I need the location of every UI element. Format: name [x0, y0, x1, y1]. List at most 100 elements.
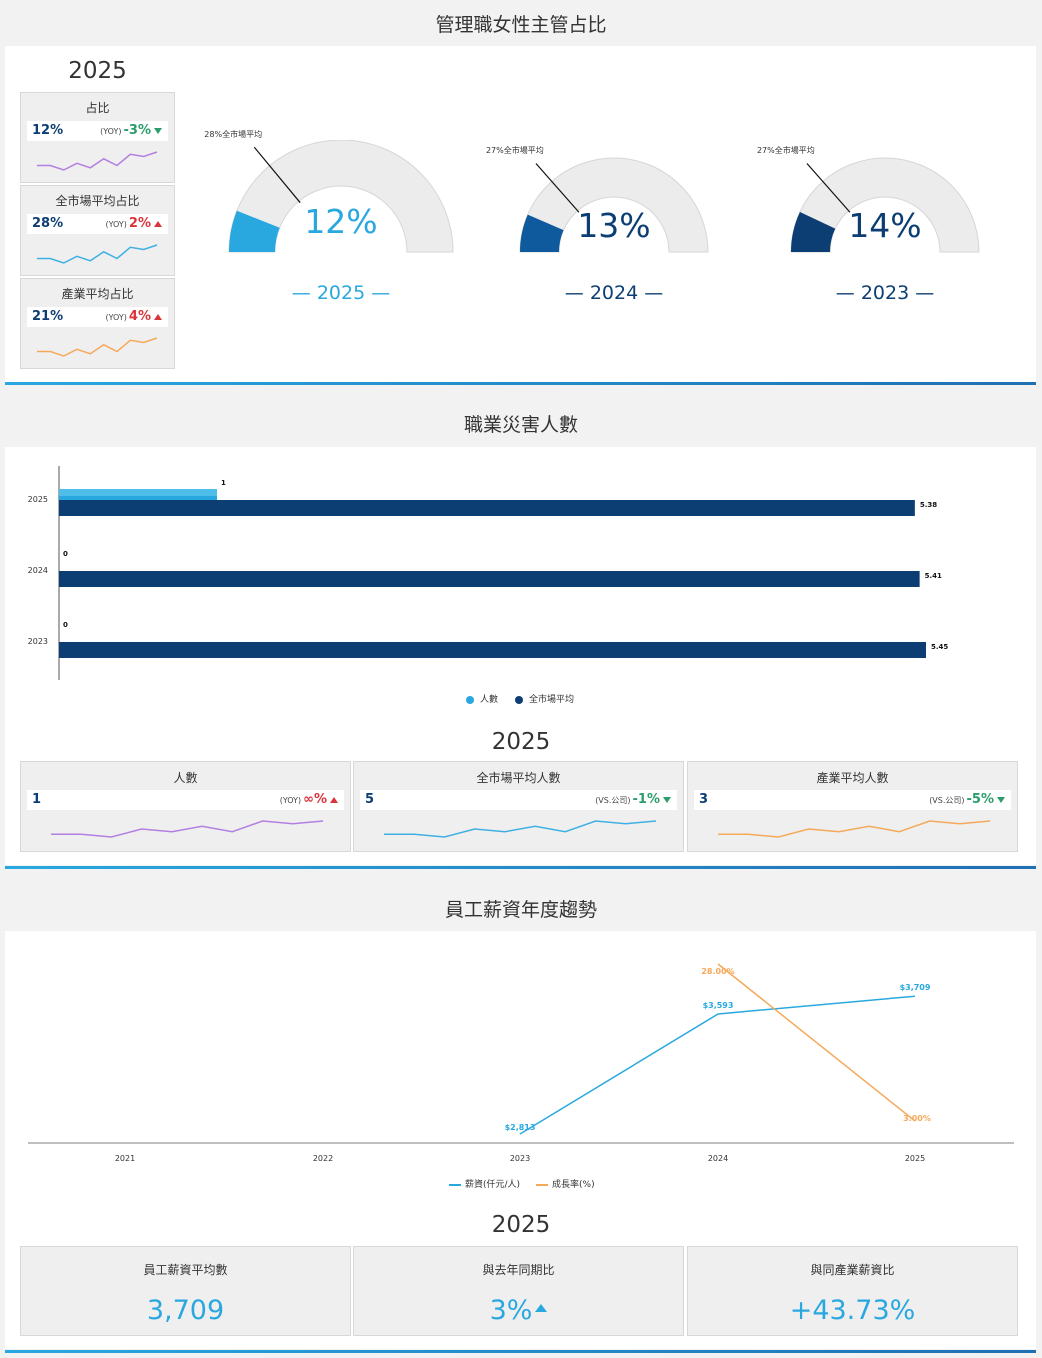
- stat-compare-label: (YOY): [279, 796, 302, 805]
- stat-card[interactable]: 全市場平均人數 5 (VS.公司) -1%: [353, 761, 684, 852]
- kpi-compare-value: 2%: [128, 216, 151, 231]
- stat-title: 人數: [173, 771, 198, 785]
- triangle-down-icon: [154, 127, 162, 134]
- bar-market-label: 5.38: [920, 501, 937, 509]
- bar-chart: 2025 1 5.38 2024 0 5.41 2023 0 5.45: [28, 466, 948, 680]
- section3-year: 2025: [491, 1212, 551, 1238]
- stat-value: 3: [699, 792, 709, 807]
- stat-card[interactable]: 人數 1 (YOY) ∞%: [20, 761, 351, 852]
- kpi-card[interactable]: 全市場平均占比 28% (YOY) 2%: [20, 185, 175, 276]
- stat-card[interactable]: 產業平均人數 3 (VS.公司) -5%: [687, 761, 1018, 852]
- gauge-fill[interactable]: [229, 210, 280, 252]
- line-x-tick-label: 2024: [708, 1154, 728, 1163]
- bar-count-label: 0: [63, 550, 68, 558]
- gauge-market-marker: [806, 163, 851, 213]
- bar-category-label: 2023: [28, 637, 48, 646]
- bar-market-label: 5.45: [931, 643, 948, 651]
- section2-year: 2025: [491, 729, 551, 755]
- gauge-value: 13%: [577, 206, 651, 245]
- triangle-up-icon: [535, 1303, 548, 1312]
- bar-market[interactable]: [59, 642, 926, 658]
- kpi-compare-label: (YOY): [105, 313, 127, 322]
- legend-label-count: 人數: [480, 695, 499, 705]
- legend-item-count[interactable]: 人數: [466, 692, 498, 705]
- salary-stat-value-text: 3,709: [146, 1295, 225, 1326]
- legend-line-salary: [449, 1183, 461, 1186]
- line-x-tick-label: 2021: [115, 1154, 135, 1163]
- salary-stat-title: 員工薪資平均數: [143, 1263, 228, 1277]
- gauge-market-label: 27%全市場平均: [485, 146, 544, 156]
- kpi-value: 12%: [32, 123, 64, 138]
- legend-item-growth[interactable]: 成長率(%): [536, 1177, 595, 1190]
- bar-market[interactable]: [59, 571, 920, 587]
- kpi-card[interactable]: 產業平均占比 21% (YOY) 4%: [20, 278, 175, 369]
- kpi-card[interactable]: 占比 12% (YOY) -3%: [20, 92, 175, 183]
- salary-stat-card[interactable]: 員工薪資平均數 3,709: [20, 1246, 351, 1336]
- gauge-market-label: 27%全市場平均: [756, 146, 815, 156]
- stat-value: 1: [32, 792, 42, 807]
- stat-compare: (VS.公司) -5%: [929, 792, 1005, 807]
- stat-value-row: 3 (VS.公司) -5%: [694, 790, 1011, 810]
- bar-market[interactable]: [59, 500, 915, 516]
- bar-category-label: 2025: [28, 495, 48, 504]
- bar-count-label: 1: [221, 479, 226, 487]
- gauge-fill[interactable]: [520, 214, 564, 252]
- salary-stat-value-text: +43.73%: [789, 1295, 916, 1326]
- gauge-year-label: — 2025 —: [291, 282, 391, 304]
- stat-sparkline: [51, 820, 324, 838]
- stat-value: 5: [365, 792, 375, 807]
- kpi-compare: (YOY) 2%: [105, 216, 162, 231]
- kpi-compare-value: 4%: [128, 309, 151, 324]
- legend-item-salary[interactable]: 薪資(仟元/人): [449, 1177, 520, 1190]
- legend-label-market: 全市場平均: [529, 695, 575, 705]
- section1-title: 管理職女性主管占比: [435, 14, 607, 36]
- gauge-track: [228, 140, 454, 253]
- gauge-fill[interactable]: [791, 211, 836, 252]
- gauge-track: [519, 157, 709, 253]
- stat-sparkline-line: [718, 820, 991, 838]
- kpi-compare-value: -3%: [123, 123, 151, 138]
- stat-compare-value: -5%: [966, 792, 994, 807]
- triangle-up-icon: [154, 313, 162, 320]
- salary-stat-value: +43.73%: [688, 1295, 1017, 1326]
- gauge-market-label: 28%全市場平均: [204, 130, 263, 140]
- kpi-sparkline: [37, 151, 158, 171]
- section2-title: 職業災害人數: [463, 414, 578, 436]
- line-x-tick-label: 2023: [510, 1154, 530, 1163]
- line-x-tick-label: 2022: [313, 1154, 333, 1163]
- kpi-sparkline-line: [37, 151, 158, 171]
- stat-title: 產業平均人數: [816, 771, 889, 785]
- bar-market-label: 5.41: [925, 572, 942, 580]
- salary-stat-value: 3,709: [21, 1295, 350, 1326]
- gauge-value: 14%: [848, 206, 922, 245]
- kpi-compare: (YOY) -3%: [100, 123, 162, 138]
- bar-category-label: 2024: [28, 566, 48, 575]
- kpi-title: 產業平均占比: [61, 287, 134, 301]
- legend-label-salary: 薪資(仟元/人): [465, 1180, 521, 1190]
- salary-stat-card[interactable]: 與同產業薪資比 +43.73%: [687, 1246, 1018, 1336]
- line-salary[interactable]: [519, 995, 916, 1135]
- kpi-compare: (YOY) 4%: [105, 309, 162, 324]
- stat-sparkline-line: [51, 820, 324, 838]
- kpi-value-row: 12% (YOY) -3%: [27, 121, 168, 141]
- stat-compare-value: ∞%: [303, 792, 327, 807]
- kpi-value-row: 21% (YOY) 4%: [27, 307, 168, 327]
- salary-stat-card[interactable]: 與去年同期比 3%: [353, 1246, 684, 1336]
- line-growth-label: 3.00%: [903, 1114, 931, 1123]
- section1-panel: [5, 46, 1036, 382]
- kpi-sparkline: [37, 337, 158, 357]
- legend-item-market[interactable]: 全市場平均: [515, 692, 574, 705]
- kpi-value-row: 28% (YOY) 2%: [27, 214, 168, 234]
- line-growth-label: 28.00%: [701, 967, 734, 976]
- stat-value-row: 1 (YOY) ∞%: [27, 790, 344, 810]
- kpi-sparkline: [37, 244, 158, 264]
- salary-stat-title: 與去年同期比: [482, 1263, 555, 1277]
- salary-stat-title: 與同產業薪資比: [810, 1263, 895, 1277]
- stat-title: 全市場平均人數: [476, 771, 561, 785]
- stat-sparkline-line: [384, 820, 657, 838]
- section1-year: 2025: [68, 58, 127, 84]
- kpi-title: 全市場平均占比: [55, 194, 140, 208]
- stat-compare: (YOY) ∞%: [280, 792, 338, 807]
- line-growth[interactable]: [717, 963, 916, 1122]
- gauge-chart: [228, 140, 980, 253]
